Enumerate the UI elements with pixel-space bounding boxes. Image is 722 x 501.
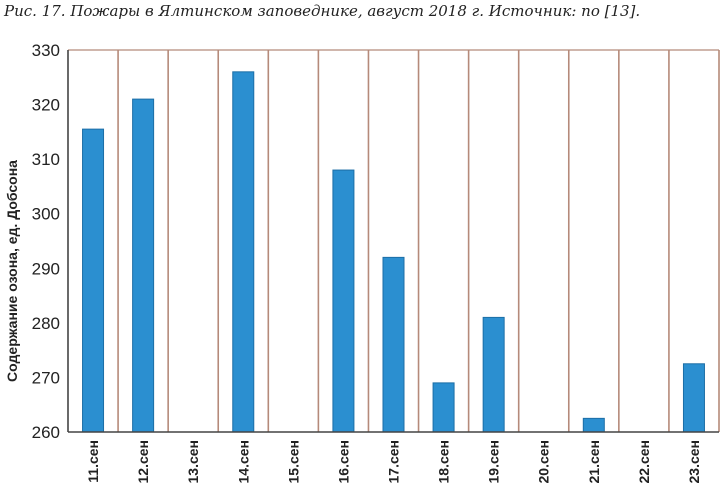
- y-tick-label: 320: [32, 96, 60, 115]
- x-tick-label: 21.сен: [586, 440, 602, 484]
- x-tick-label: 13.сен: [185, 440, 201, 484]
- y-tick-labels: 260 270 280 290 300 310 320 330: [32, 41, 60, 442]
- y-tick-label: 310: [32, 150, 60, 169]
- x-tick-label: 22.сен: [636, 440, 652, 484]
- x-tick-label: 17.сен: [386, 440, 402, 484]
- x-tick-labels: 11.сен 12.сен 13.сен 14.сен 15.сен 16.сен 17.с…: [85, 440, 702, 484]
- x-tick-label: 11.сен: [85, 440, 101, 483]
- x-tick-label: 19.сен: [486, 440, 502, 484]
- bar-23.сен: [682, 363, 705, 433]
- y-tick-label: 270: [32, 368, 60, 387]
- y-tick-label: 300: [32, 205, 60, 224]
- x-tick-label: 14.сен: [235, 440, 251, 484]
- y-tick-label: 290: [32, 259, 60, 278]
- x-tick-label: 20.сен: [536, 440, 552, 484]
- y-tick-label: 260: [32, 423, 60, 442]
- bar-19.сен: [482, 316, 505, 433]
- bar-17.сен: [382, 256, 405, 433]
- bar-21.сен: [582, 417, 605, 433]
- x-tick-label: 16.сен: [335, 440, 351, 484]
- grid-lines: [68, 49, 720, 432]
- figure-caption: Рис. 17. Пожары в Ялтинском заповеднике,…: [4, 2, 641, 20]
- y-tick-label: 280: [32, 314, 60, 333]
- bar-11.сен: [82, 128, 105, 433]
- x-tick-label: 23.сен: [686, 440, 702, 484]
- bar-12.сен: [132, 98, 155, 433]
- bars: [82, 71, 705, 433]
- x-tick-label: 18.сен: [436, 440, 452, 484]
- x-tick-label: 12.сен: [135, 440, 151, 484]
- x-tick-label: 15.сен: [285, 440, 301, 484]
- axes: [67, 50, 719, 433]
- bar-16.сен: [332, 169, 355, 433]
- y-tick-label: 330: [32, 41, 60, 60]
- y-axis-label: Содержание озона, ед. Добсона: [4, 160, 20, 382]
- bar-18.сен: [432, 382, 455, 433]
- bar-14.сен: [232, 71, 255, 433]
